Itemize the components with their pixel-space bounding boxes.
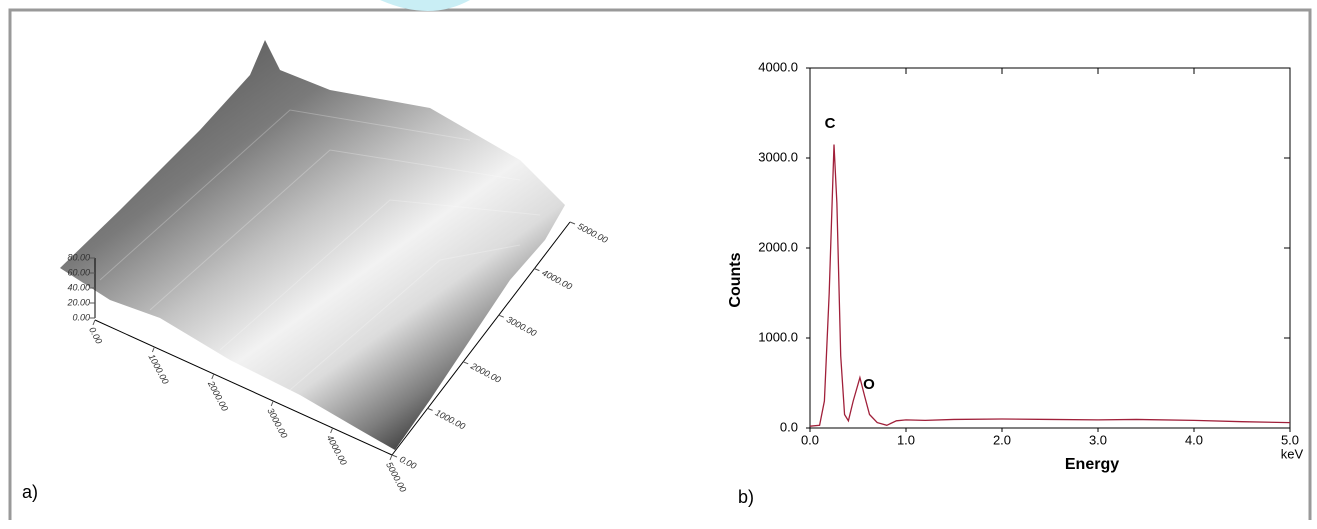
tick-mark xyxy=(427,407,433,411)
y-axis-label: Counts xyxy=(727,252,744,307)
tick-label: 3000.00 xyxy=(265,406,289,439)
y-tick-label: 1000.0 xyxy=(758,329,798,344)
y-tick-label: 2000.0 xyxy=(758,239,798,254)
x-tick-label: 1.0 xyxy=(897,432,915,447)
peak-label: C xyxy=(825,115,836,132)
panel-label: a) xyxy=(22,482,38,502)
tick-label: 0.00 xyxy=(72,312,90,322)
tick-mark xyxy=(498,314,504,318)
tick-mark xyxy=(389,454,393,461)
tick-label: 80.00 xyxy=(67,252,90,262)
x-tick-label: 0.0 xyxy=(801,432,819,447)
x-tick-label: 5.0 xyxy=(1281,432,1299,447)
panel-label: b) xyxy=(738,487,754,507)
tick-label: 5000.00 xyxy=(576,221,609,245)
tick-mark xyxy=(391,454,398,458)
tick-label: 4000.00 xyxy=(540,268,573,292)
x-axis-label: Energy xyxy=(1065,456,1119,473)
tick-label: 2000.00 xyxy=(468,360,502,385)
tick-mark xyxy=(534,268,540,272)
plot-frame xyxy=(809,67,1291,429)
tick-label: 0.00 xyxy=(87,325,104,345)
frame xyxy=(8,8,1312,520)
y-tick-label: 0.0 xyxy=(780,419,798,434)
tick-label: 20.00 xyxy=(66,297,90,307)
y-tick-label: 4000.0 xyxy=(758,59,798,74)
tick-label: 1000.00 xyxy=(434,407,467,431)
tick-label: 0.00 xyxy=(398,454,418,471)
watermark xyxy=(380,0,470,11)
tick-label: 3000.00 xyxy=(505,314,538,338)
tick-mark xyxy=(151,346,155,353)
tick-mark xyxy=(330,427,334,434)
x-axis xyxy=(94,319,393,456)
tick-mark xyxy=(569,221,576,225)
peak-label: O xyxy=(863,376,875,393)
spectrum-line xyxy=(809,144,1291,427)
tick-label: 4000.00 xyxy=(325,433,349,466)
x-tick-label: 4.0 xyxy=(1185,432,1203,447)
tick-label: 1000.00 xyxy=(147,352,171,385)
tick-label: 60.00 xyxy=(67,267,90,277)
tick-mark xyxy=(92,319,96,326)
x-unit: keV xyxy=(1281,446,1304,461)
surface-texture xyxy=(99,109,541,391)
tick-label: 40.00 xyxy=(67,282,90,292)
surface xyxy=(60,40,565,450)
y-axis xyxy=(391,221,571,456)
tick-mark xyxy=(270,400,274,407)
tick-mark xyxy=(211,373,215,380)
y-tick-label: 3000.0 xyxy=(758,149,798,164)
x-tick-label: 3.0 xyxy=(1089,432,1107,447)
tick-label: 2000.00 xyxy=(205,378,230,412)
x-tick-label: 2.0 xyxy=(993,432,1011,447)
tick-mark xyxy=(463,361,469,365)
